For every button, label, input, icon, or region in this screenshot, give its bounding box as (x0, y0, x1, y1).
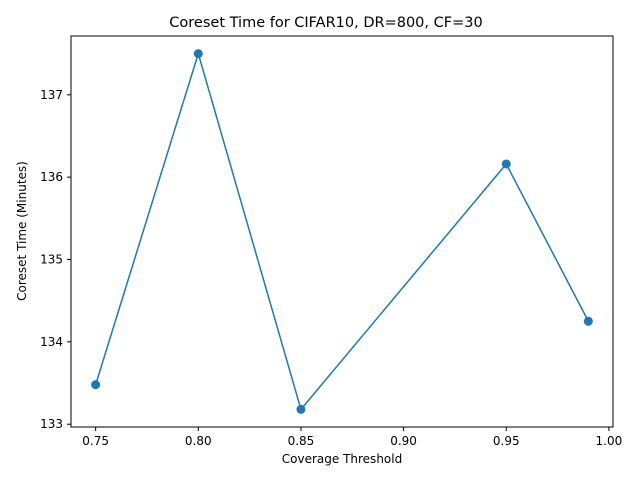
y-axis-title: Coreset Time (Minutes) (15, 161, 29, 301)
x-axis-title: Coverage Threshold (282, 452, 402, 466)
data-point (501, 159, 511, 169)
x-tick-label: 0.85 (288, 434, 315, 448)
data-point (193, 49, 203, 59)
series-line (94, 51, 590, 411)
x-tick-label: 0.75 (82, 434, 109, 448)
y-tick-label: 134 (40, 335, 63, 349)
x-tick-label: 0.80 (185, 434, 212, 448)
data-point (91, 380, 101, 390)
chart-title: Coreset Time for CIFAR10, DR=800, CF=30 (169, 15, 482, 31)
x-tick-label: 0.95 (493, 434, 520, 448)
y-axis: 133 134 135 136 137 (40, 88, 71, 431)
data-point (583, 316, 593, 326)
plot-area-frame (70, 35, 614, 428)
x-axis: 0.75 0.80 0.85 0.90 0.95 1.00 (82, 427, 622, 448)
y-tick-label: 135 (40, 252, 63, 266)
y-tick-label: 137 (40, 88, 63, 102)
x-tick-label: 1.00 (596, 434, 623, 448)
x-tick-label: 0.90 (390, 434, 417, 448)
data-point (296, 404, 306, 414)
y-tick-label: 133 (40, 417, 63, 431)
y-tick-label: 136 (40, 170, 63, 184)
series-markers (91, 49, 593, 414)
